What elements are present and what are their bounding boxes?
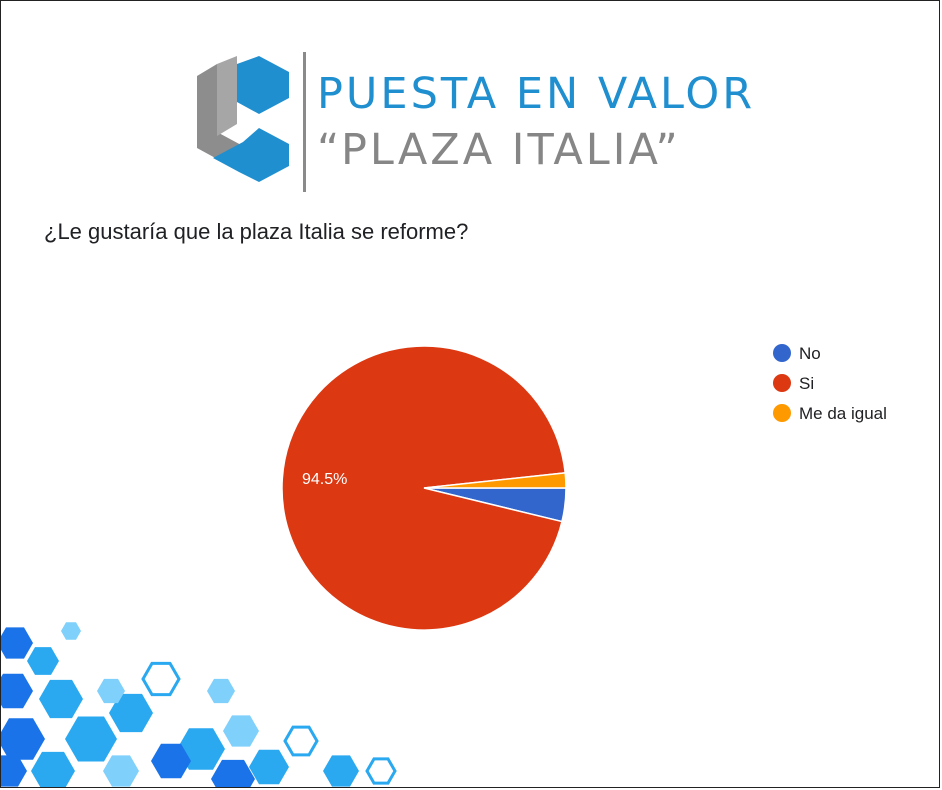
pie-chart: 94.5% No Si Me da igual (281, 344, 887, 631)
hexagon-shape (97, 678, 125, 704)
hexagon-shape (283, 725, 319, 757)
legend-swatch (773, 404, 791, 422)
hexagon-shape (1, 755, 27, 787)
hexagon-shape (27, 647, 59, 675)
hexagon-shape (103, 755, 139, 787)
logo-divider (303, 52, 306, 192)
hexagon-shape (61, 622, 81, 640)
pie-slice-me-da-igual[interactable] (423, 472, 567, 489)
brand-subtitle: “PLAZA ITALIA” (317, 125, 681, 175)
hexagon-shape (151, 743, 191, 779)
hexagon-shape (39, 679, 83, 719)
hexagon-shape (141, 661, 181, 697)
pie-slice-si[interactable] (281, 345, 567, 631)
legend-swatch (773, 344, 791, 362)
question-text: ¿Le gustaría que la plaza Italia se refo… (44, 219, 469, 244)
hexagon-pattern-icon (1, 622, 397, 787)
hexagon-shape (31, 751, 75, 787)
hexagon-shape (109, 693, 153, 733)
hexagon-shape (365, 757, 397, 785)
hexagon-shape (211, 759, 255, 787)
hexagon-shape (65, 716, 117, 762)
hexagon-shape (1, 627, 33, 659)
stacked-hexagon-logo-icon (197, 56, 289, 182)
hexagon-shape (323, 755, 359, 787)
legend-label[interactable]: Si (799, 374, 814, 393)
legend-swatch (773, 374, 791, 392)
legend-label[interactable]: Me da igual (799, 404, 887, 423)
hexagon-shape (1, 718, 45, 760)
hexagon-shape (223, 715, 259, 747)
brand-title: PUESTA EN VALOR (317, 69, 756, 119)
hexagon-shape (207, 678, 235, 704)
hexagon-shape (1, 673, 33, 709)
slice-data-label: 94.5% (302, 471, 347, 488)
legend-label[interactable]: No (799, 344, 821, 363)
hexagon-shape (249, 749, 289, 785)
